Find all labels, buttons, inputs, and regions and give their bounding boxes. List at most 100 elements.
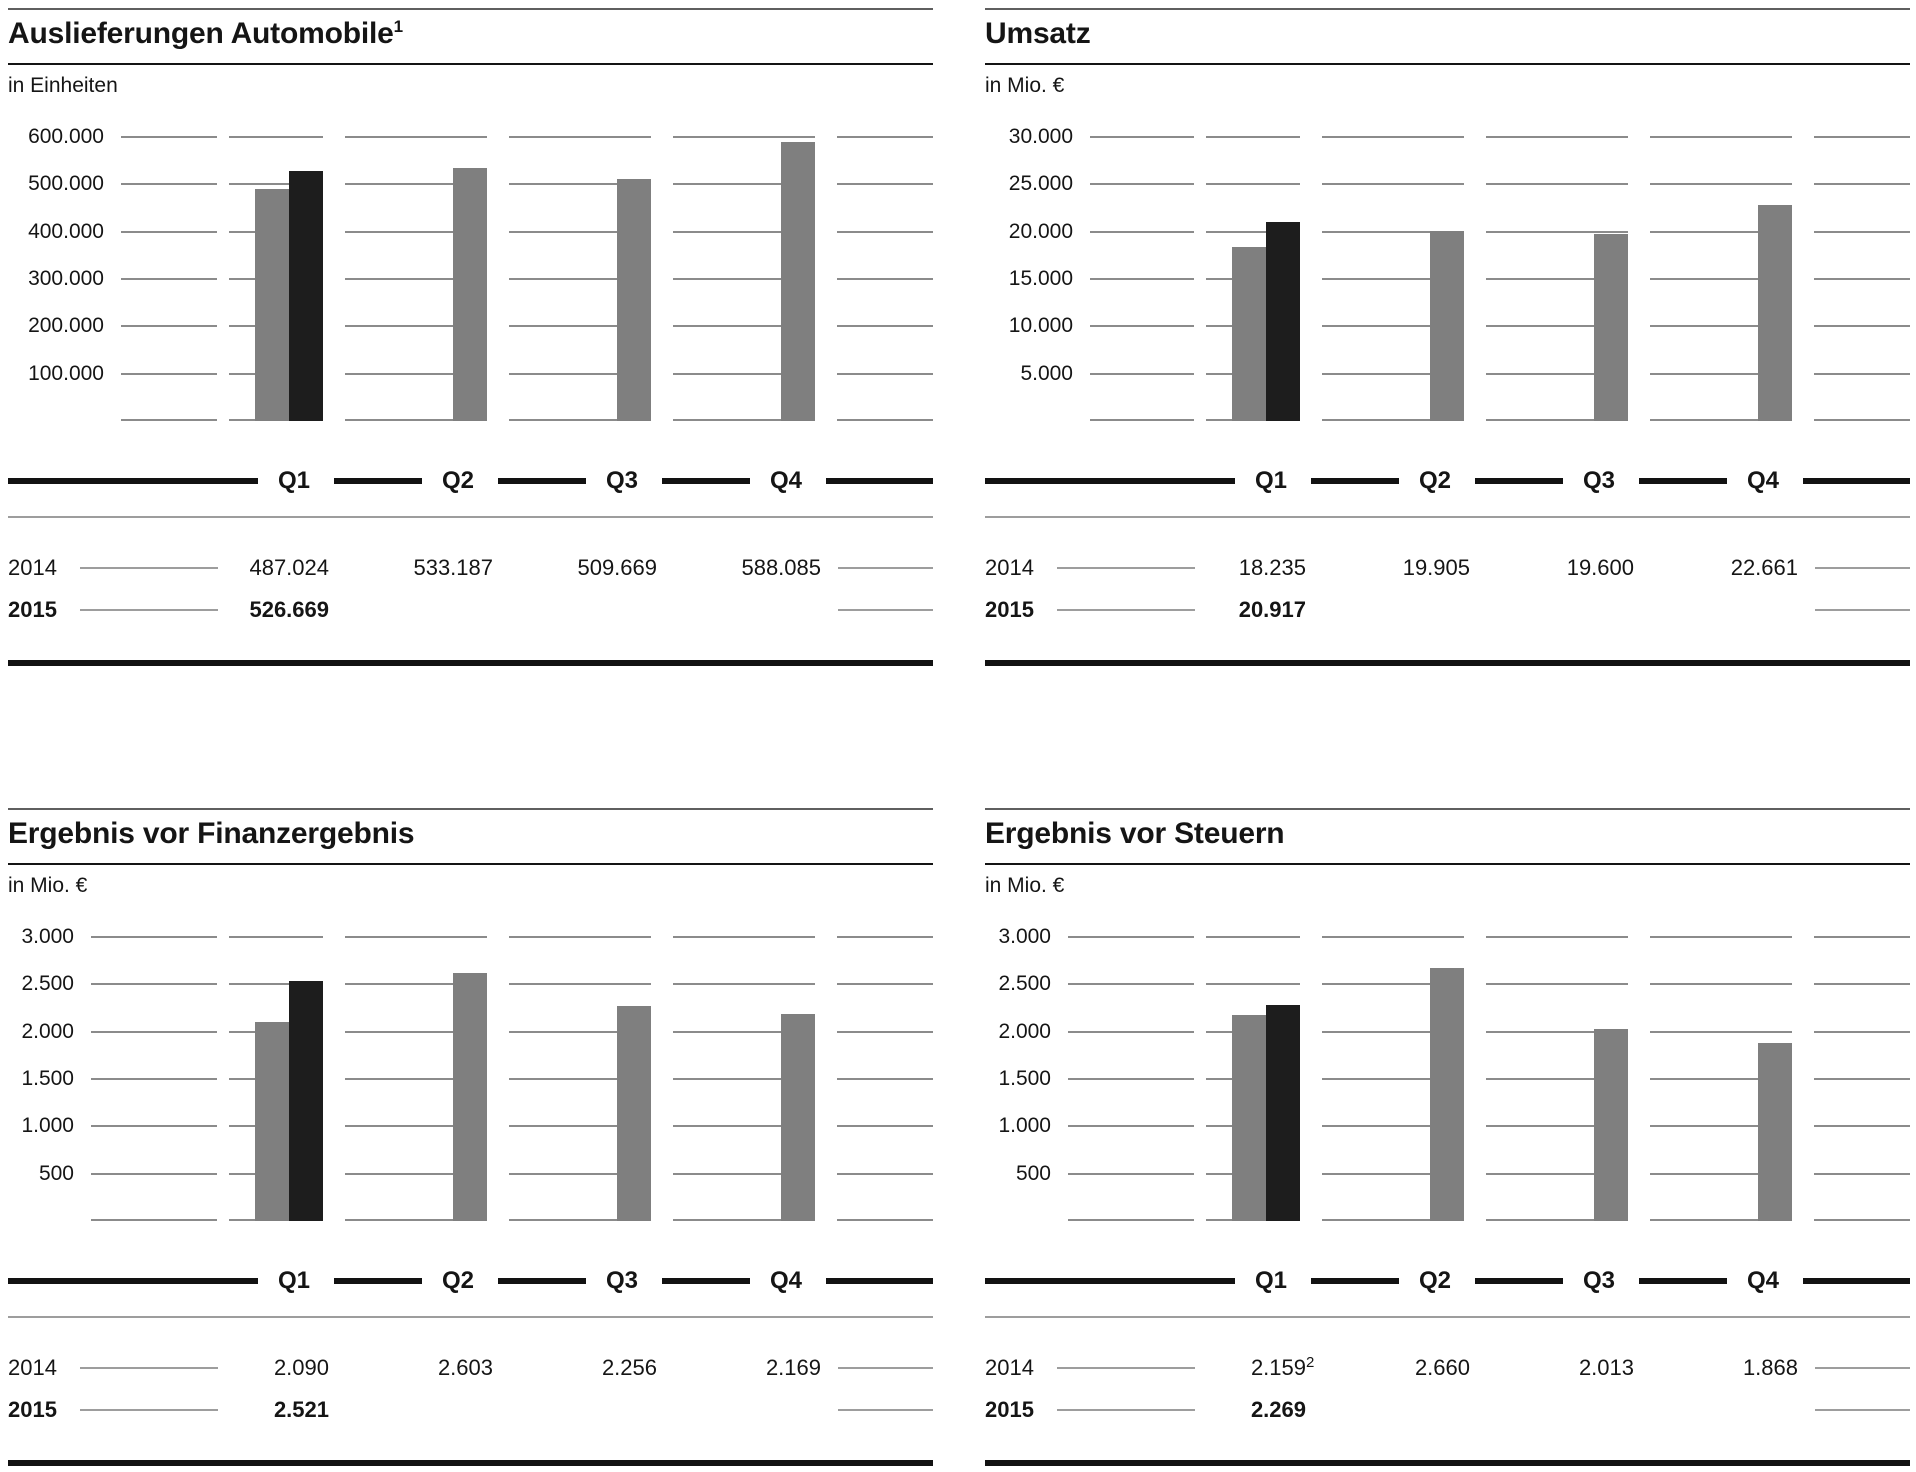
data-row-2014: 2014 18.235 19.905 19.600 22.661 [985,554,1910,584]
y-tick-label: 3.000 [998,925,1051,948]
unit-label: in Mio. € [985,74,1065,97]
value-2014-q4: 588.085 [741,555,821,580]
grid-segment-left [1090,136,1194,421]
grid-segment-right [837,936,933,1221]
unit-label: in Mio. € [985,874,1065,897]
bar-2014-q3 [1594,234,1628,421]
grid-segment-left [91,936,217,1221]
quarter-cell-q4 [1650,136,1792,421]
value-2014-q2: 533.187 [413,555,493,580]
y-axis-labels: 3.000 2.500 2.000 1.500 1.000 500 [985,925,1051,1221]
axis-label-q4: Q4 [1746,467,1779,494]
title-footnote-marker: 1 [393,17,403,36]
axis-label-q3: Q3 [1582,467,1615,494]
bar-2014-q4 [781,1014,815,1221]
axis-label-q4: Q4 [769,1267,802,1294]
value-2015-q1: 2.521 [273,1397,329,1422]
pane-bottom-rule [8,660,933,666]
bar-2014-q2 [1430,231,1464,421]
grid-segment-right [1814,136,1910,421]
grid-segment-left [121,136,217,421]
quarter-cell-q2 [1322,136,1464,421]
value-2014-q1: 2.090 [273,1355,329,1380]
pane-top-rule [8,808,933,810]
y-tick-label: 2.500 [998,972,1051,995]
y-axis-labels: 600.000 500.000 400.000 300.000 200.000 100.0… [8,125,104,421]
y-tick-label: 2.500 [21,972,74,995]
quarter-cell-q4 [673,936,815,1221]
separator-rule [985,516,1910,518]
value-2015-q1: 526.669 [249,597,329,622]
bar-2014-q2 [453,973,487,1221]
bar-2015-q1 [289,981,323,1221]
value-2014-q3: 2.013 [1578,1355,1634,1380]
x-axis: Q1 Q2 Q3 Q4 [985,1265,1910,1297]
axis-line-segment [334,478,422,484]
quarter-cell-q1 [229,936,323,1221]
value-2014-q3: 19.600 [1566,555,1634,580]
bar-2014-q2 [453,168,487,421]
axis-label-q4: Q4 [1746,1267,1779,1294]
pane-bottom-rule [985,660,1910,666]
data-row-2015: 2015 2.521 [8,1396,933,1426]
y-tick-label: 400.000 [28,220,104,243]
value-2014-q4: 1.868 [1742,1355,1798,1380]
data-row-2015: 2015 2.269 [985,1396,1910,1426]
title-rule [8,863,933,865]
pane-title: Ergebnis vor Steuern [985,817,1285,851]
axis-label-q1: Q1 [277,467,310,494]
axis-line-segment [498,1278,586,1284]
axis-line-segment [662,478,750,484]
trailing-line [1815,567,1910,569]
leader-line [80,1367,218,1369]
plot-area: 3.000 2.500 2.000 1.500 1.000 500 [985,925,1910,1221]
y-tick-label: 2.000 [998,1020,1051,1043]
pane-bottom-rule [8,1460,933,1466]
bar-2014-q1 [255,189,289,421]
y-tick-label: 500 [38,1162,74,1185]
data-row-2014: 2014 487.024 533.187 509.669 588.085 [8,554,933,584]
pane-title: Ergebnis vor Finanzergebnis [8,817,415,851]
value-2015-q1: 2.269 [1250,1397,1306,1422]
data-row-2015: 2015 526.669 [8,596,933,626]
bar-2014-q3 [617,179,651,421]
chart-pane-3: Ergebnis vor Finanzergebnis in Mio. € 3.… [8,808,933,1470]
leader-line [80,609,218,611]
value-2014-q4: 2.169 [765,1355,821,1380]
quarter-cell-q3 [509,936,651,1221]
axis-label-q1: Q1 [277,1267,310,1294]
axis-line-segment [1311,1278,1399,1284]
plot-area: 30.000 25.000 20.000 15.000 10.000 5.000 [985,125,1910,421]
axis-line-segment [1639,1278,1727,1284]
axis-line-segment [1311,478,1399,484]
trailing-line [1815,609,1910,611]
pane-title-text: Ergebnis vor Finanzergebnis [8,817,415,850]
y-tick-label: 500 [1015,1162,1051,1185]
x-axis: Q1 Q2 Q3 Q4 [8,465,933,497]
axis-line-segment [662,1278,750,1284]
bar-2014-q2 [1430,968,1464,1221]
y-tick-label: 25.000 [1008,172,1073,195]
axis-label-q3: Q3 [605,1267,638,1294]
bar-2014-q1 [1232,247,1266,421]
row-year-label-2015: 2015 [8,1397,57,1422]
leader-line [80,1409,218,1411]
quarter-cell-q2 [345,136,487,421]
row-year-label-2014: 2014 [985,555,1034,580]
axis-label-q2: Q2 [441,1267,474,1294]
axis-line-segment [8,478,258,484]
y-tick-label: 1.500 [998,1067,1051,1090]
leader-line [1057,1367,1195,1369]
y-tick-label: 20.000 [1008,220,1073,243]
quarter-cell-q1 [1206,936,1300,1221]
value-2014-q2: 2.603 [437,1355,493,1380]
axis-label-q2: Q2 [441,467,474,494]
pane-title: Auslieferungen Automobile1 [8,17,403,51]
data-row-2015: 2015 20.917 [985,596,1910,626]
y-tick-label: 15.000 [1008,267,1073,290]
pane-top-rule [985,8,1910,10]
row-year-label-2014: 2014 [8,1355,57,1380]
axis-line-segment [985,478,1235,484]
title-rule [985,863,1910,865]
